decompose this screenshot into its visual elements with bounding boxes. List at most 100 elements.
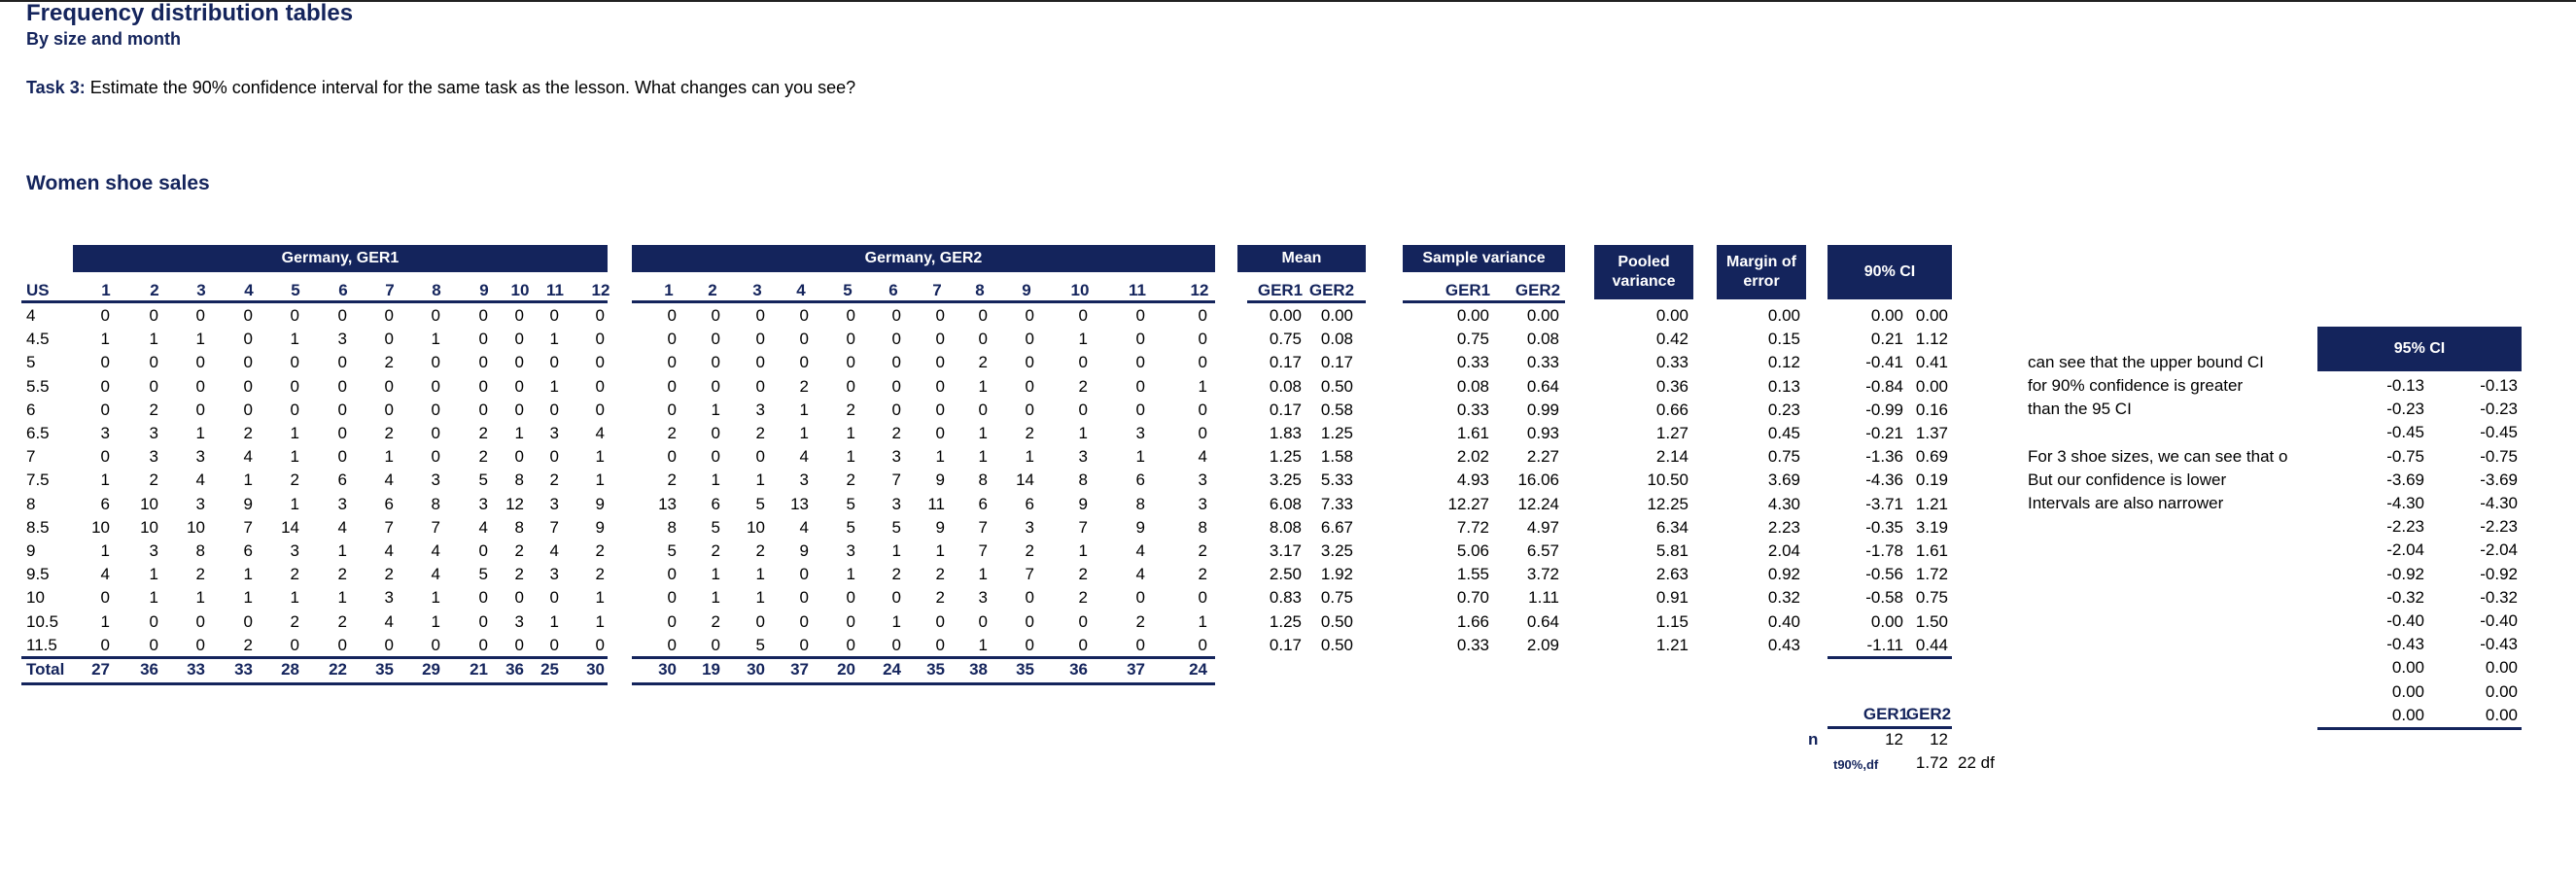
ger1-count: 3: [431, 470, 440, 490]
ger2-count: 0: [711, 635, 720, 654]
ger2-month-header: 9: [1022, 281, 1031, 299]
ger2-count: 0: [1198, 424, 1207, 442]
ci95-lower-value: -4.30: [2386, 494, 2424, 512]
t-critical-label: t90%,df: [1833, 757, 1879, 772]
ci90-lower-value: -1.78: [1865, 541, 1903, 560]
ger1-count: 0: [595, 306, 605, 325]
ger1-count: 3: [149, 447, 158, 467]
page-subtitle: By size and month: [26, 29, 182, 49]
ger2-count: 0: [667, 353, 677, 372]
ger1-count: 3: [549, 424, 559, 442]
ger1-count: 0: [290, 353, 299, 372]
ger2-count: 2: [846, 400, 855, 419]
ger1-count: 2: [549, 470, 559, 490]
ger2-count: 0: [935, 635, 945, 654]
ger1-count: 4: [384, 541, 394, 560]
ger2-count: 1: [978, 376, 988, 396]
ger1-month-header: 9: [479, 281, 489, 299]
ger1-total: 33: [187, 660, 205, 679]
variance-ger2-value: 12.24: [1517, 494, 1559, 513]
ger1-count: 0: [337, 353, 347, 372]
pooled-variance-value: 0.42: [1655, 330, 1688, 349]
ger2-count: 5: [891, 517, 901, 537]
ger2-count: 3: [1135, 424, 1145, 442]
margin-of-error-value: 0.75: [1767, 447, 1800, 467]
ger1-count: 0: [514, 376, 524, 396]
ger1-count: 0: [549, 447, 559, 467]
ci-observation-note: But our confidence is lower: [2028, 470, 2227, 489]
ger2-total: 36: [1069, 660, 1088, 679]
ger2-count: 0: [891, 376, 901, 396]
ger2-count: 0: [1135, 588, 1145, 608]
ger1-count: 4: [549, 541, 559, 560]
ger2-count: 1: [978, 565, 988, 584]
mean-ger1-value: 0.17: [1269, 400, 1302, 419]
ger1-total: 28: [281, 660, 299, 679]
ger2-count: 0: [846, 635, 855, 654]
ger2-total-topline: [632, 656, 1215, 659]
margin-of-error-value: 0.15: [1767, 330, 1800, 349]
ger2-total: 37: [790, 660, 809, 679]
ger1-month-header: 8: [432, 281, 441, 299]
ger2-count: 0: [1135, 353, 1145, 372]
ci-observation-note: can see that the upper bound CI: [2028, 353, 2264, 371]
ger2-count: 0: [799, 588, 809, 608]
total-label: Total: [26, 660, 65, 679]
ger1-count: 0: [100, 447, 110, 467]
ger2-count: 4: [1198, 447, 1207, 467]
margin-of-error-value: 0.12: [1767, 353, 1800, 372]
ger2-count: 2: [667, 424, 677, 442]
ger2-count: 2: [755, 424, 765, 442]
ger1-count: 0: [478, 635, 488, 654]
ger1-count: 1: [549, 330, 559, 349]
ger1-count: 0: [384, 400, 394, 419]
ci95-upper-value: -2.23: [2480, 517, 2518, 537]
mean-ger2-value: 0.50: [1320, 611, 1353, 631]
ger2-count: 1: [1198, 611, 1207, 631]
ger1-count: 0: [337, 447, 347, 467]
pooled-variance-value: 1.27: [1655, 424, 1688, 442]
ger2-count: 3: [891, 447, 901, 467]
ger1-month-header: 2: [150, 281, 159, 299]
ci90-upper-value: 1.61: [1915, 541, 1948, 560]
mean-ger2-value: 1.92: [1320, 565, 1353, 584]
ger1-count: 0: [514, 353, 524, 372]
ger1-count: 9: [243, 494, 253, 513]
ger1-count: 0: [195, 306, 205, 325]
ger2-month-header: 3: [752, 281, 762, 299]
ger1-count: 0: [549, 588, 559, 608]
ger1-count: 2: [478, 424, 488, 442]
ger1-count: 0: [243, 376, 253, 396]
ger2-count: 0: [1078, 611, 1088, 631]
ger2-count: 0: [935, 400, 945, 419]
ger2-count: 0: [1078, 400, 1088, 419]
ger2-count: 7: [1078, 517, 1088, 537]
ger1-count: 0: [478, 306, 488, 325]
pooled-variance-value: 2.63: [1655, 565, 1688, 584]
variance-ger1-value: 1.66: [1456, 611, 1489, 631]
ger2-count: 0: [799, 611, 809, 631]
ger1-count: 1: [384, 447, 394, 467]
ger1-count: 6: [384, 494, 394, 513]
ger2-count: 1: [1078, 330, 1088, 349]
ger1-count: 3: [100, 424, 110, 442]
n-label: n: [1808, 730, 1819, 749]
ger1-count: 0: [595, 330, 605, 349]
ger2-count: 2: [711, 611, 720, 631]
ger1-count: 0: [149, 611, 158, 631]
ger2-total: 38: [969, 660, 988, 679]
ger2-count: 0: [711, 447, 720, 467]
us-size-label: 6: [26, 400, 36, 419]
ger1-count: 1: [431, 611, 440, 631]
ci95-upper-value: 0.00: [2485, 658, 2518, 678]
ger1-header-underline: [21, 300, 608, 303]
mean-ger1-value: 1.25: [1269, 611, 1302, 631]
ger1-count: 7: [549, 517, 559, 537]
mean-ger1-value: 1.25: [1269, 447, 1302, 467]
ger1-month-header: 11: [546, 281, 564, 299]
mean-ger2-value: 1.25: [1320, 424, 1353, 442]
ger1-count: 0: [290, 306, 299, 325]
ger1-count: 0: [478, 541, 488, 560]
ger1-count: 1: [243, 588, 253, 608]
us-size-label: 8: [26, 494, 36, 513]
